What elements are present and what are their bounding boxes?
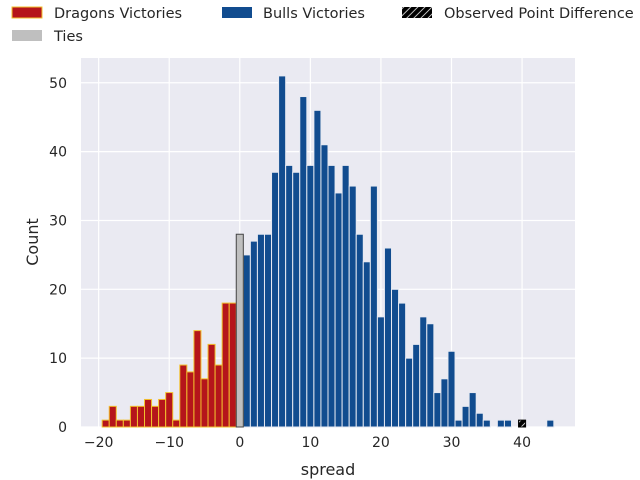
dragons-bar (136, 405, 146, 428)
bulls-bar (440, 378, 449, 428)
dragons-bar (158, 398, 167, 428)
bulls-bar (391, 288, 400, 428)
bulls-bar (461, 405, 470, 428)
x-tick-label: 40 (513, 435, 531, 451)
bulls-bar (376, 316, 385, 428)
x-tick-label: −10 (154, 435, 184, 451)
bulls-bar (362, 261, 371, 428)
x-tick-label: 10 (301, 435, 319, 451)
dragons-bar (151, 405, 160, 428)
bulls-bar (299, 96, 308, 428)
bulls-bar (341, 164, 350, 428)
dragons-bar (144, 398, 153, 428)
bulls-bar (306, 164, 315, 428)
legend-swatch-dragons (11, 6, 43, 19)
bulls-bar (447, 350, 456, 428)
dragons-bar (101, 419, 110, 428)
bulls-bar (398, 302, 407, 428)
x-tick-label: 0 (235, 435, 244, 451)
bulls-bar (454, 419, 463, 428)
legend-swatch-bulls (222, 7, 252, 18)
observed-bar (518, 419, 527, 428)
bulls-bar (256, 233, 265, 428)
bulls-bar (405, 357, 414, 428)
bulls-bar (426, 323, 435, 428)
bulls-bar (355, 233, 364, 428)
x-tick-label: 30 (443, 435, 461, 451)
bulls-bar (249, 240, 258, 428)
bulls-bar (482, 419, 491, 428)
bulls-bar (369, 185, 378, 428)
y-tick-label: 0 (58, 420, 67, 436)
bulls-bar (292, 171, 301, 428)
bulls-bar (412, 343, 421, 428)
dragons-bar (200, 378, 209, 428)
dragons-bar (122, 419, 131, 428)
dragons-bar (179, 364, 188, 428)
y-tick-label: 20 (49, 282, 67, 298)
legend-swatch-observed (402, 7, 432, 18)
y-tick-label: 30 (49, 213, 67, 229)
bulls-bar (383, 247, 393, 428)
dragons-bar (165, 392, 174, 428)
dragons-bar (214, 364, 223, 428)
legend-label-dragons: Dragons Victories (54, 6, 182, 22)
bulls-bar (327, 164, 336, 428)
dragons-bar (207, 343, 216, 428)
legend-label-ties: Ties (53, 29, 83, 45)
legend-label-bulls: Bulls Victories (263, 6, 365, 22)
legend: Dragons Victories Bulls Victories Observ… (11, 6, 634, 45)
bulls-bar (285, 164, 294, 428)
bulls-bar (334, 192, 343, 428)
dragons-bar (115, 419, 124, 428)
y-tick-label: 50 (49, 76, 67, 92)
x-tick-label: −20 (84, 435, 114, 451)
bulls-bar (313, 109, 322, 428)
bulls-bar (433, 392, 442, 428)
x-axis-label: spread (301, 460, 356, 479)
bulls-bar (496, 419, 505, 428)
tie-bar (235, 233, 244, 428)
dragons-bar (228, 302, 237, 428)
legend-swatch-ties (12, 30, 42, 41)
y-tick-label: 10 (49, 351, 67, 367)
bulls-bar (242, 254, 251, 428)
dragons-bar (172, 419, 181, 428)
dragons-bar (186, 371, 195, 428)
bulls-bar (348, 185, 357, 428)
bulls-bar (468, 392, 477, 428)
x-tick-label: 20 (372, 435, 390, 451)
bulls-bar (320, 144, 329, 428)
legend-label-observed: Observed Point Difference (444, 6, 634, 22)
y-tick-label: 40 (49, 145, 67, 161)
dragons-bar (193, 330, 202, 428)
bulls-bar (503, 419, 512, 428)
bulls-bar (546, 419, 555, 428)
bulls-bar (278, 75, 287, 428)
dragons-bar (221, 302, 230, 428)
dragons-bar (108, 405, 117, 428)
dragons-bar (129, 405, 138, 428)
y-axis-label: Count (23, 218, 42, 266)
bulls-bar (263, 233, 273, 428)
bulls-bar (419, 316, 428, 428)
bulls-bar (475, 412, 484, 428)
bulls-bar (271, 171, 280, 428)
